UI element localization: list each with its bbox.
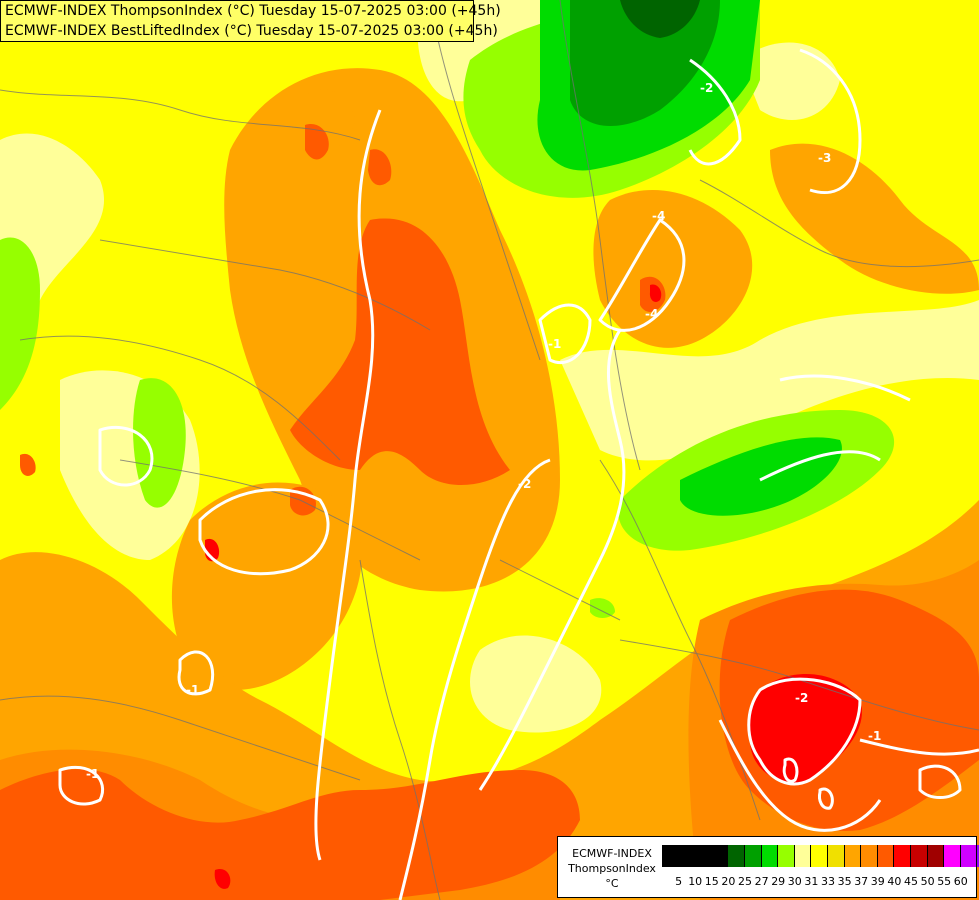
- legend-swatch: [894, 845, 911, 867]
- legend-swatch: [827, 845, 845, 867]
- legend-unit: °C: [605, 877, 619, 890]
- title-line-best-lifted-index: ECMWF-INDEX BestLiftedIndex (°C) Tuesday…: [5, 23, 498, 39]
- legend-tick: 20: [721, 875, 736, 888]
- legend-swatch: [711, 845, 729, 867]
- legend-tick: 45: [904, 875, 918, 888]
- legend-tick: 40: [887, 875, 902, 888]
- contour-label: -2: [700, 81, 713, 95]
- contour-label: -4: [652, 209, 665, 223]
- contour-label: -4: [645, 307, 658, 321]
- orange-red-areas: [0, 124, 979, 900]
- legend-swatch: [844, 845, 862, 867]
- legend-swatch: [695, 845, 712, 867]
- legend-subtitle: ThompsonIndex: [568, 862, 656, 875]
- legend-swatch: [877, 845, 895, 867]
- legend-tick: 60: [953, 875, 968, 888]
- legend-swatch: [744, 845, 762, 867]
- legend-tick: 50: [920, 875, 935, 888]
- legend-tick: 30: [787, 875, 802, 888]
- title-line-thompson-index: ECMWF-INDEX ThompsonIndex (°C) Tuesday 1…: [5, 3, 501, 19]
- legend-tick: 35: [837, 875, 852, 888]
- legend-swatch: [728, 845, 745, 867]
- contour-label: -3: [818, 151, 831, 165]
- legend-swatch: [977, 845, 979, 867]
- contour-label: -1: [548, 337, 561, 351]
- legend-tick: 55: [937, 875, 952, 888]
- legend-color-bar: [662, 845, 979, 867]
- legend-swatch: [662, 845, 679, 867]
- legend-labels: ECMWF-INDEX ThompsonIndex °C: [564, 846, 660, 891]
- contour-label: -2: [518, 477, 531, 491]
- legend-tick: 39: [870, 875, 885, 888]
- legend-swatch: [678, 845, 696, 867]
- contour-lines: [58, 48, 979, 900]
- legend-tick: 10: [688, 875, 703, 888]
- legend-tick: 25: [738, 875, 752, 888]
- legend-tick: 33: [821, 875, 835, 888]
- contour-label: -1: [868, 729, 881, 743]
- legend-swatch: [927, 845, 945, 867]
- legend-tick: 29: [771, 875, 786, 888]
- legend-tick: 31: [804, 875, 819, 888]
- legend-swatch: [861, 845, 878, 867]
- contour-label: -1: [86, 767, 99, 781]
- red-areas: [204, 284, 862, 889]
- contour-labels: -2 -2 -2 -3 -4 -4 -1 -1 -1 -1: [86, 81, 881, 781]
- legend-swatch: [778, 845, 795, 867]
- legend-swatch: [960, 845, 978, 867]
- legend-tick: 5: [675, 875, 683, 888]
- legend-tick: 27: [754, 875, 769, 888]
- legend-swatch: [944, 845, 961, 867]
- color-legend: ECMWF-INDEX ThompsonIndex °C 5 10 15 20 25 27…: [557, 836, 979, 898]
- legend-swatch: [761, 845, 779, 867]
- legend-swatch: [910, 845, 928, 867]
- legend-tick: 37: [854, 875, 869, 888]
- contour-label: -1: [186, 683, 199, 697]
- legend-swatch: [794, 845, 812, 867]
- contour-label: -2: [795, 691, 808, 705]
- legend-title: ECMWF-INDEX: [572, 847, 652, 860]
- legend-tick: 15: [704, 875, 719, 888]
- legend-swatch: [811, 845, 828, 867]
- map-title-box: ECMWF-INDEX ThompsonIndex (°C) Tuesday 1…: [0, 0, 501, 42]
